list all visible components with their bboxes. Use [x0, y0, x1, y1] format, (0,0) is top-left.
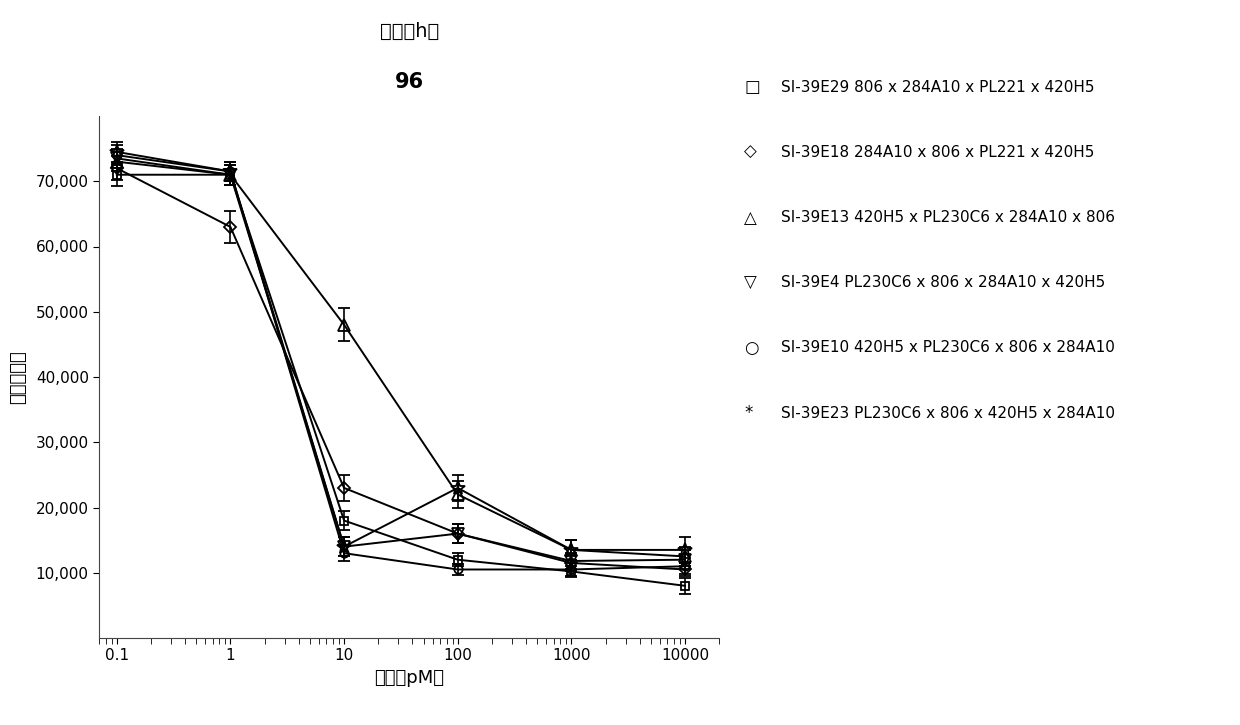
X-axis label: 治疗（pM）: 治疗（pM） — [374, 669, 444, 687]
Text: ○: ○ — [744, 339, 759, 357]
Text: SI-39E23 PL230C6 x 806 x 420H5 x 284A10: SI-39E23 PL230C6 x 806 x 420H5 x 284A10 — [781, 406, 1115, 420]
Text: ◇: ◇ — [744, 144, 756, 161]
Y-axis label: 肿瘾细胞数: 肿瘾细胞数 — [10, 350, 27, 404]
Text: SI-39E4 PL230C6 x 806 x 284A10 x 420H5: SI-39E4 PL230C6 x 806 x 284A10 x 420H5 — [781, 276, 1105, 290]
Text: 时间（h）: 时间（h） — [379, 22, 439, 41]
Text: □: □ — [744, 78, 760, 96]
Text: SI-39E29 806 x 284A10 x PL221 x 420H5: SI-39E29 806 x 284A10 x PL221 x 420H5 — [781, 80, 1095, 94]
Text: *: * — [744, 405, 753, 422]
Text: ▽: ▽ — [744, 274, 756, 291]
Text: 96: 96 — [394, 72, 424, 93]
Text: SI-39E13 420H5 x PL230C6 x 284A10 x 806: SI-39E13 420H5 x PL230C6 x 284A10 x 806 — [781, 210, 1115, 225]
Text: SI-39E10 420H5 x PL230C6 x 806 x 284A10: SI-39E10 420H5 x PL230C6 x 806 x 284A10 — [781, 341, 1115, 355]
Text: SI-39E18 284A10 x 806 x PL221 x 420H5: SI-39E18 284A10 x 806 x PL221 x 420H5 — [781, 145, 1095, 160]
Text: △: △ — [744, 209, 756, 226]
